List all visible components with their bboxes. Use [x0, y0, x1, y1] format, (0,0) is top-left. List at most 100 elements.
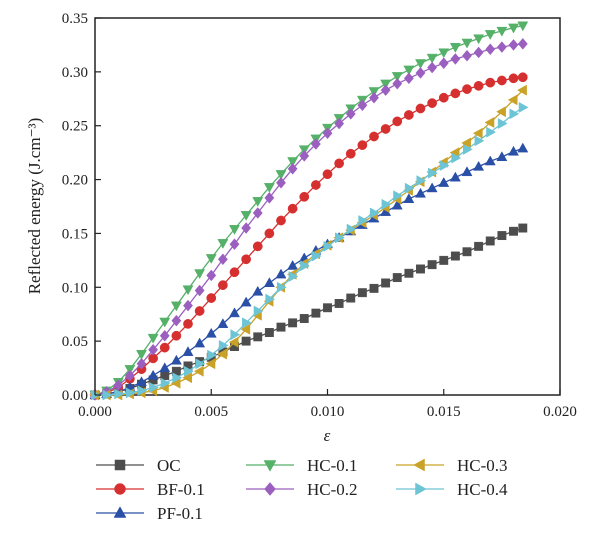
data-point-hc-0-4	[195, 358, 206, 370]
data-point-hc-0-4	[183, 365, 194, 377]
data-point-hc-0-1	[473, 34, 485, 45]
data-point-oc	[427, 260, 437, 270]
data-point-pf-0-1	[263, 277, 275, 288]
data-point-hc-0-1	[496, 26, 508, 37]
data-point-hc-0-4	[462, 143, 473, 155]
x-tick-label: 0.000	[78, 404, 112, 420]
data-point-hc-0-4	[346, 223, 357, 235]
data-point-oc	[474, 241, 484, 251]
data-point-hc-0-3	[205, 358, 216, 370]
data-point-hc-0-2	[124, 369, 135, 382]
data-point-hc-0-4	[486, 126, 497, 138]
data-point-hc-0-2	[345, 108, 356, 120]
legend: OC BF-0.1 PF-0.1 HC-0.1 HC-0.2 HC-0.3 HC-0.4	[96, 456, 508, 523]
data-point-bf-0-1	[334, 158, 344, 169]
data-point-bf-0-1	[159, 342, 170, 353]
data-point-hc-0-4	[428, 167, 438, 179]
data-point-oc	[323, 303, 332, 313]
y-tick-label: 0.20	[62, 173, 88, 189]
data-point-oc	[311, 308, 321, 318]
data-point-hc-0-3	[461, 137, 472, 149]
data-point-hc-0-1	[426, 53, 438, 64]
data-point-oc	[392, 273, 402, 283]
data-point-hc-0-2	[217, 253, 228, 266]
data-point-hc-0-2	[427, 61, 438, 74]
legend-label: PF-0.1	[157, 504, 203, 523]
data-point-hc-0-2	[485, 43, 496, 56]
data-point-bf-0-1	[183, 319, 193, 329]
legend-label: HC-0.3	[457, 456, 508, 475]
data-point-hc-0-3	[182, 372, 193, 384]
data-point-hc-0-2	[241, 222, 252, 234]
series-line-hc-0-1	[94, 24, 523, 396]
data-point-hc-0-4	[149, 381, 159, 393]
data-point-bf-0-1	[415, 103, 426, 114]
data-point-pf-0-1	[170, 354, 182, 365]
data-point-hc-0-1	[229, 225, 240, 235]
data-point-hc-0-2	[473, 46, 484, 59]
legend-label: BF-0.1	[157, 480, 205, 499]
legend-marker-hc-0-1	[263, 460, 277, 472]
series-hc-0-1	[89, 21, 529, 401]
data-point-hc-0-2	[148, 343, 159, 356]
series-layer	[89, 21, 529, 401]
data-point-hc-0-1	[252, 197, 264, 207]
data-point-hc-0-4	[381, 198, 392, 210]
data-point-hc-0-1	[205, 254, 217, 264]
data-point-bf-0-1	[369, 131, 379, 142]
data-point-hc-0-2	[299, 150, 310, 162]
data-point-pf-0-1	[461, 166, 473, 177]
data-point-hc-0-4	[300, 260, 311, 272]
data-point-hc-0-2	[194, 284, 205, 297]
data-point-pf-0-1	[517, 142, 529, 153]
legend-marker-hc-0-2	[264, 482, 276, 496]
series-line-pf-0-1	[94, 147, 524, 396]
data-point-bf-0-1	[517, 72, 528, 83]
data-point-hc-0-1	[194, 269, 206, 280]
data-point-oc	[288, 318, 298, 328]
data-point-pf-0-1	[182, 346, 194, 356]
data-point-hc-0-4	[160, 377, 171, 389]
legend-item-hc-0-4: HC-0.4	[396, 480, 508, 499]
data-point-pf-0-1	[205, 327, 217, 338]
data-point-bf-0-1	[206, 293, 217, 303]
y-tick-label: 0.10	[62, 280, 88, 296]
data-point-oc	[439, 255, 449, 265]
x-axis-title: ε	[324, 426, 331, 445]
data-point-hc-0-4	[335, 232, 345, 244]
data-point-oc	[276, 322, 286, 332]
legend-label: HC-0.1	[307, 456, 358, 475]
data-point-hc-0-4	[172, 372, 183, 384]
ticks-layer: 0.000 0.005 0.010 0.015 0.020 0.00 0.05 0.10 0.1…	[62, 11, 577, 420]
data-point-hc-0-2	[276, 176, 286, 189]
data-point-oc	[357, 288, 367, 298]
data-point-pf-0-1	[136, 376, 147, 387]
data-point-bf-0-1	[229, 267, 240, 278]
data-point-hc-0-1	[517, 21, 529, 32]
data-point-bf-0-1	[508, 73, 519, 84]
data-point-hc-0-2	[334, 117, 345, 130]
data-point-hc-0-1	[182, 285, 194, 296]
legend-marker-bf-0-1	[114, 483, 126, 495]
data-point-hc-0-4	[474, 135, 485, 147]
data-point-hc-0-2	[496, 41, 507, 53]
data-point-bf-0-1	[450, 88, 461, 99]
data-point-hc-0-1	[403, 65, 415, 76]
data-point-hc-0-2	[462, 49, 472, 62]
data-point-hc-0-2	[264, 192, 275, 204]
legend-label: OC	[157, 456, 181, 475]
data-point-hc-0-2	[517, 38, 528, 50]
data-point-hc-0-4	[276, 281, 287, 293]
data-point-hc-0-4	[253, 305, 264, 317]
x-tick-label: 0.010	[311, 404, 345, 420]
data-point-hc-0-4	[230, 329, 241, 341]
data-point-hc-0-4	[207, 349, 218, 361]
data-point-bf-0-1	[299, 191, 310, 202]
data-point-hc-0-3	[517, 84, 527, 96]
data-point-hc-0-3	[507, 94, 518, 106]
data-point-hc-0-4	[137, 385, 148, 397]
data-point-hc-0-4	[416, 175, 427, 187]
series-bf-0-1	[90, 72, 528, 400]
x-tick-label: 0.015	[427, 404, 461, 420]
